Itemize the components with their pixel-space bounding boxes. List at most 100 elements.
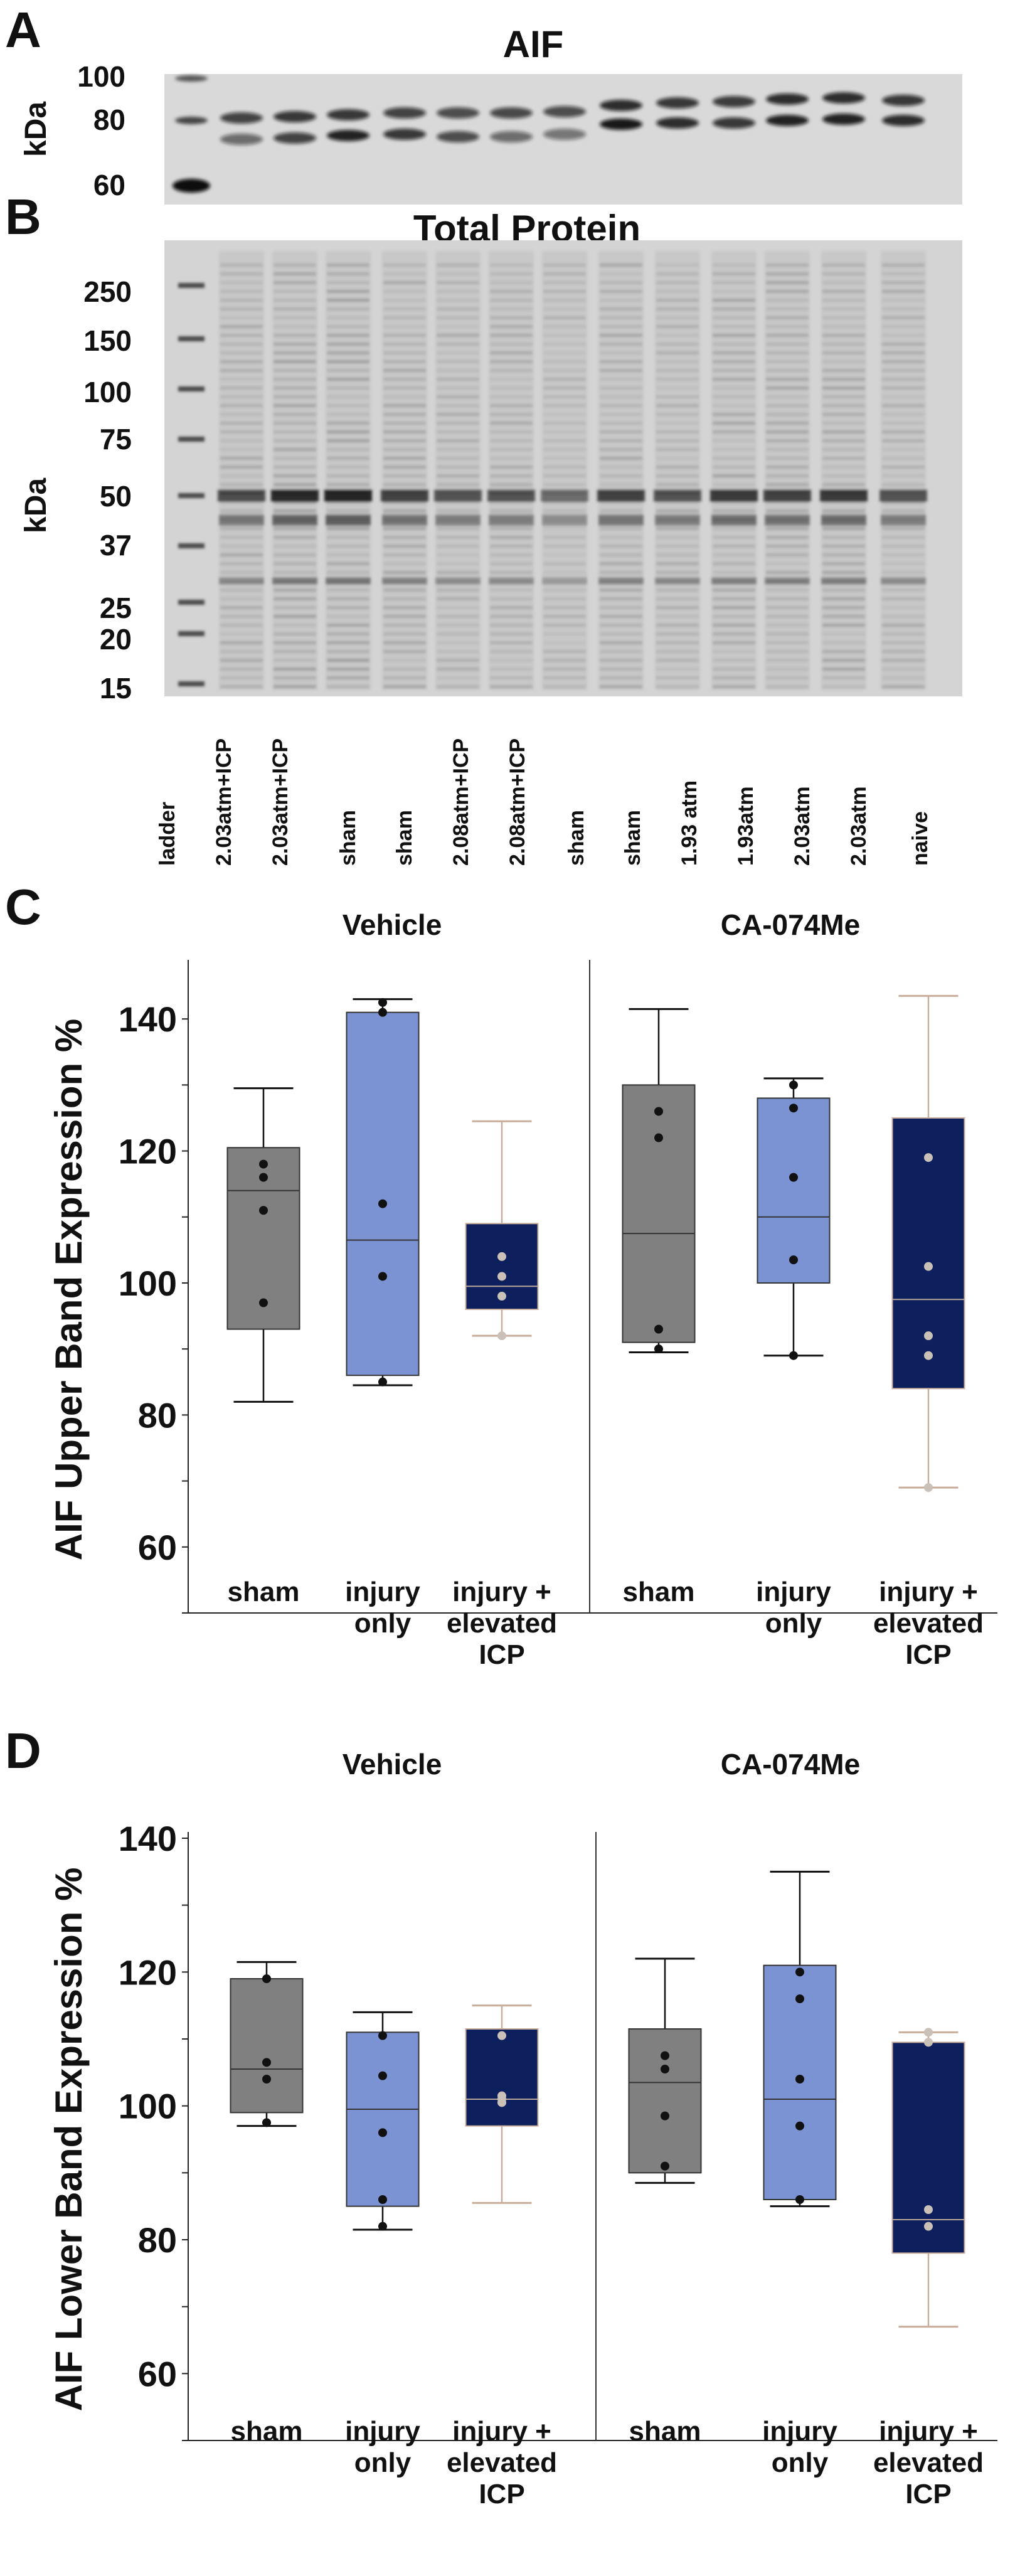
gel-protein-band: [713, 632, 755, 636]
gel-band-45: [489, 514, 534, 526]
panel-b-mw-75: 75: [99, 423, 132, 455]
gel-protein-band: [882, 316, 925, 319]
gel-protein-band: [822, 659, 865, 662]
gel-protein-band: [822, 448, 865, 451]
gel-protein-band: [882, 615, 925, 618]
gel-protein-band: [490, 430, 533, 434]
gel-protein-band: [600, 659, 642, 662]
data-point: [378, 998, 387, 1007]
gel-protein-band: [713, 422, 755, 425]
gel-protein-band: [713, 483, 755, 486]
gel-band-30: [219, 577, 264, 585]
gel-protein-band: [274, 668, 316, 671]
gel-protein-band: [543, 571, 586, 574]
gel-protein-band: [600, 316, 642, 319]
facet-title: CA-074Me: [721, 908, 860, 941]
y-axis-label: AIF Upper Band Expression %: [48, 1019, 90, 1561]
gel-protein-band: [656, 272, 699, 275]
panel-b-mw-150: 150: [83, 324, 132, 357]
gel-protein-band: [437, 685, 479, 688]
gel-protein-band: [437, 430, 479, 434]
gel-protein-band: [766, 343, 809, 346]
gel-protein-band: [437, 650, 479, 653]
gel-protein-band: [656, 483, 699, 486]
gel-band-30: [489, 577, 534, 585]
gel-protein-band: [713, 457, 755, 460]
gel-protein-band: [600, 360, 642, 363]
gel-protein-band: [490, 404, 533, 407]
gel-protein-band: [882, 474, 925, 477]
gel-protein-band: [656, 571, 699, 574]
gel-protein-band: [882, 281, 925, 284]
gel-protein-band: [490, 501, 533, 504]
gel-protein-band: [490, 527, 533, 530]
gel-protein-band: [882, 676, 925, 679]
gel-protein-band: [600, 483, 642, 486]
gel-ladder-band: [178, 493, 205, 498]
box-iqr: [346, 1011, 420, 1376]
gel-protein-band: [600, 597, 642, 600]
data-point: [654, 1133, 663, 1142]
x-category-label: sham: [228, 1577, 300, 1607]
gel-protein-band: [327, 439, 369, 442]
x-category-label: injury + elevated ICP: [873, 2416, 984, 2509]
gel-protein-band: [600, 606, 642, 609]
gel-protein-band: [383, 439, 426, 442]
gel-protein-band: [220, 404, 263, 407]
gel-protein-band: [600, 369, 642, 372]
gel-band-45: [272, 514, 317, 526]
gel-protein-band: [437, 299, 479, 302]
y-axis-label: AIF Lower Band Expression %: [48, 1868, 90, 2412]
gel-protein-band: [383, 343, 426, 346]
gel-protein-band: [656, 501, 699, 504]
data-point: [378, 2071, 387, 2080]
x-category-label: injury only: [756, 1577, 831, 1639]
gel-protein-band: [490, 597, 533, 600]
gel-protein-band: [490, 413, 533, 416]
gel-protein-band: [822, 685, 865, 688]
gel-protein-band: [713, 325, 755, 328]
gel-band-45: [326, 514, 371, 526]
gel-protein-band: [437, 624, 479, 627]
aif-lower-band: [713, 117, 755, 129]
gel-protein-band: [713, 501, 755, 504]
gel-protein-band: [600, 378, 642, 381]
aif-lower-band: [600, 119, 642, 130]
gel-protein-band: [543, 395, 586, 398]
gel-protein-band: [274, 536, 316, 539]
gel-protein-band: [274, 562, 316, 565]
data-point: [795, 1994, 804, 2003]
gel-band-45: [219, 514, 264, 526]
aif-lower-band: [882, 115, 925, 126]
gel-protein-band: [713, 272, 755, 275]
gel-protein-band: [327, 395, 369, 398]
lane-label-13: 2.03atm: [847, 786, 871, 866]
gel-protein-band: [327, 553, 369, 556]
panel-b-mw-100: 100: [83, 376, 132, 408]
gel-protein-band: [766, 632, 809, 636]
gel-protein-band: [220, 334, 263, 337]
gel-protein-band: [766, 325, 809, 328]
gel-protein-band: [713, 650, 755, 653]
data-point: [789, 1351, 798, 1360]
gel-protein-band: [437, 272, 479, 275]
gel-protein-band: [766, 360, 809, 363]
gel-protein-band: [543, 676, 586, 679]
gel-protein-band: [656, 351, 699, 354]
gel-protein-band: [543, 553, 586, 556]
gel-protein-band: [437, 360, 479, 363]
gel-protein-band: [882, 272, 925, 275]
gel-protein-band: [383, 571, 426, 574]
gel-protein-band: [437, 316, 479, 319]
gel-protein-band: [656, 545, 699, 548]
gel-protein-band: [882, 536, 925, 539]
gel-protein-band: [490, 457, 533, 460]
gel-protein-band: [600, 439, 642, 442]
gel-protein-band: [543, 343, 586, 346]
gel-main-band: [710, 489, 758, 502]
gel-protein-band: [656, 325, 699, 328]
gel-protein-band: [220, 448, 263, 451]
aif-lower-band: [327, 130, 369, 141]
gel-protein-band: [882, 483, 925, 486]
gel-protein-band: [713, 316, 755, 319]
